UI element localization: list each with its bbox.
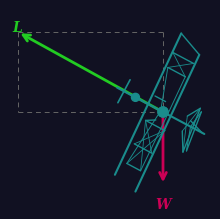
- Circle shape: [158, 107, 168, 117]
- Text: W: W: [155, 198, 171, 212]
- Circle shape: [132, 93, 139, 101]
- Text: L: L: [12, 21, 22, 35]
